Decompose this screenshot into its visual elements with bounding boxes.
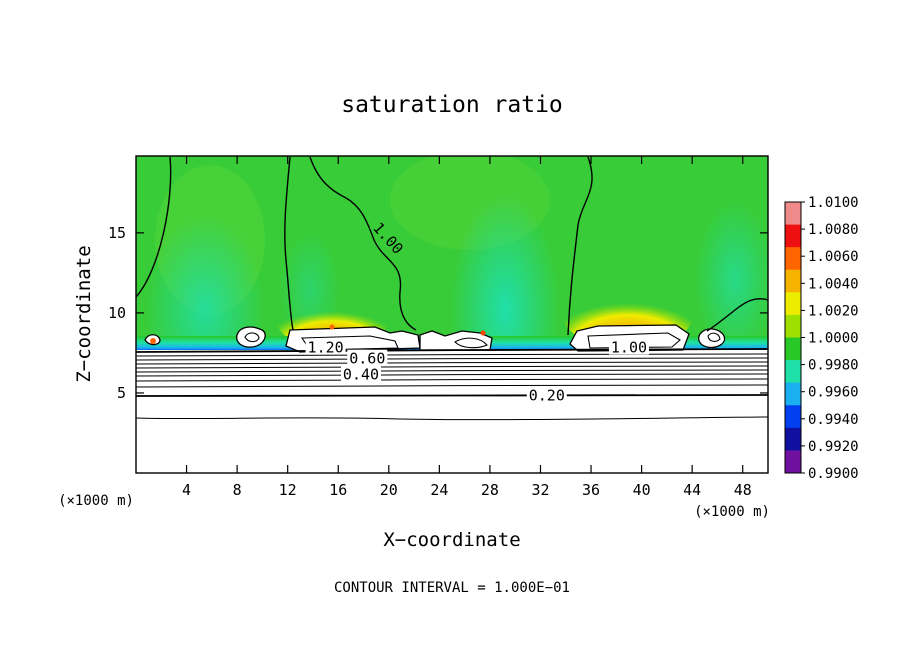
colorbar-segment [785, 382, 801, 406]
colorbar-segment [785, 337, 801, 361]
contour-label: 0.40 [340, 365, 381, 384]
contour-labels: 1.001.200.600.400.201.00 [305, 217, 649, 405]
contour-label-bg [340, 365, 381, 382]
colorbar-segment [785, 202, 801, 226]
contour-label-text: 0.40 [343, 366, 379, 384]
colorbar-label: 0.9980 [808, 358, 859, 374]
y-axis: 5 10 15 [108, 224, 768, 402]
contour-interval-note: CONTOUR INTERVAL = 1.000E−01 [334, 580, 570, 596]
x-tick-label: 48 [734, 481, 752, 499]
y-axis-label: Z−coordinate [73, 245, 95, 382]
contour-label-text: 0.60 [349, 350, 385, 368]
colorbar-segment [785, 427, 801, 451]
speck [150, 338, 156, 344]
colorbar-label: 1.0080 [808, 222, 859, 238]
contour-label-bg [369, 217, 409, 258]
colorbar-segment [785, 269, 801, 293]
colorbar-label: 1.0000 [808, 331, 859, 347]
colorbar-label: 1.0100 [808, 195, 859, 211]
colorbar-label: 1.0060 [808, 249, 859, 265]
colorbar-label: 1.0020 [808, 303, 859, 319]
y-unit-label: (×1000 m) [58, 493, 134, 509]
x-tick-label: 4 [182, 481, 191, 499]
colorbar-label: 0.9900 [808, 466, 859, 482]
x-tick-label: 28 [481, 481, 499, 499]
colorbar-label: 0.9920 [808, 439, 859, 455]
x-tick-label: 16 [329, 481, 347, 499]
speck [329, 324, 335, 330]
x-tick-label: 40 [633, 481, 651, 499]
contour-label-text: 1.20 [308, 339, 344, 357]
colorbar-segment [785, 292, 801, 316]
x-tick-label: 12 [279, 481, 297, 499]
contour-lines-lower [136, 348, 768, 421]
teal-zone-3 [695, 200, 768, 360]
colorbar-segment [785, 314, 801, 338]
cloud-patches [144, 324, 726, 353]
x-tick-label: 20 [380, 481, 398, 499]
contour-label: 0.60 [347, 349, 388, 368]
x-tick-label: 24 [430, 481, 448, 499]
plot-frame [135, 155, 769, 474]
contour-label-text: 1.00 [611, 339, 647, 357]
contour-label: 1.20 [305, 338, 346, 357]
contour-label-bg [305, 338, 346, 355]
chart-title: saturation ratio [341, 92, 563, 118]
x-tick-label: 8 [233, 481, 242, 499]
x-tick-label: 44 [683, 481, 701, 499]
contour-label-bg [608, 338, 649, 355]
contour-label-bg [526, 386, 567, 403]
y-tick-label: 10 [108, 304, 126, 322]
y-tick-label: 5 [117, 384, 126, 402]
contour-label: 1.00 [608, 338, 649, 357]
speck [480, 330, 486, 336]
colorbar-segment [785, 224, 801, 248]
plot-area [136, 156, 768, 473]
contour-label-text: 0.20 [529, 387, 565, 405]
x-unit-label: (×1000 m) [694, 504, 770, 520]
colorbar-label: 0.9940 [808, 412, 859, 428]
colorbar-segment [785, 405, 801, 429]
contour-label-bg [347, 349, 388, 366]
x-axis-label: X−coordinate [383, 529, 520, 551]
colorbar-segment [785, 450, 801, 474]
x-tick-label: 32 [531, 481, 549, 499]
colorbar-segment [785, 247, 801, 271]
colorbar-label: 0.9960 [808, 385, 859, 401]
contour-label: 0.20 [526, 386, 567, 405]
colorbar-label: 1.0040 [808, 276, 859, 292]
x-axis: 4 8 12 16 20 24 28 32 36 40 44 48 [182, 156, 752, 499]
colorbar-segment [785, 360, 801, 384]
lower-region [136, 350, 768, 473]
x-tick-label: 36 [582, 481, 600, 499]
colorbar: 1.0100 1.0080 1.0060 1.0040 1.0020 1.0000 0.99… [784, 195, 859, 482]
y-tick-label: 15 [108, 224, 126, 242]
contour-1.00-upper [136, 156, 768, 336]
